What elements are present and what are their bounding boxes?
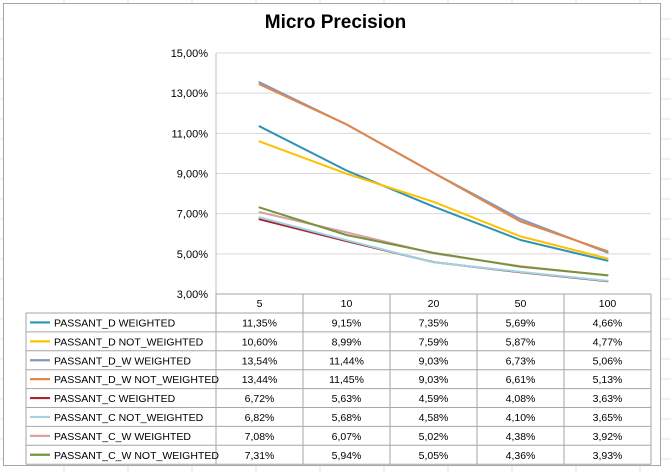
- legend-label: PASSANT_C WEIGHTED: [54, 393, 176, 405]
- data-label: 4,10%: [506, 412, 536, 424]
- data-label: 9,15%: [332, 317, 362, 329]
- legend-label: PASSANT_D NOT_WEIGHTED: [54, 336, 204, 348]
- data-label: 5,06%: [593, 355, 623, 367]
- data-label: 4,58%: [419, 412, 449, 424]
- data-label: 7,08%: [245, 431, 275, 443]
- data-label: 5,63%: [332, 393, 362, 405]
- data-label: 13,44%: [242, 374, 278, 386]
- data-label: 6,61%: [506, 374, 536, 386]
- data-label: 3,65%: [593, 412, 623, 424]
- data-label: 13,54%: [242, 355, 278, 367]
- data-label: 5,02%: [419, 431, 449, 443]
- y-tick-label: 5,00%: [177, 249, 208, 261]
- data-label: 11,44%: [329, 355, 364, 367]
- x-tick-label: 10: [341, 298, 353, 310]
- series-line: [258, 125, 609, 262]
- chart-title: Micro Precision: [264, 12, 407, 33]
- data-label: 9,03%: [419, 355, 449, 367]
- y-tick-label: 11,00%: [172, 128, 209, 140]
- legend-label: PASSANT_D_W NOT_WEIGHTED: [54, 374, 219, 386]
- data-label: 4,38%: [506, 431, 536, 443]
- x-tick-label: 100: [599, 298, 617, 310]
- legend-label: PASSANT_C_W NOT_WEIGHTED: [54, 450, 219, 462]
- data-label: 5,05%: [419, 450, 449, 462]
- data-label: 7,31%: [245, 450, 275, 462]
- series-line: [258, 218, 609, 283]
- data-label: 5,94%: [332, 450, 362, 462]
- data-label: 3,63%: [593, 393, 623, 405]
- data-label: 7,59%: [419, 336, 449, 348]
- data-label: 7,35%: [419, 317, 449, 329]
- x-tick-label: 20: [428, 298, 440, 310]
- series-line: [258, 83, 609, 253]
- data-label: 4,36%: [506, 450, 536, 462]
- data-label: 4,59%: [419, 393, 449, 405]
- legend-label: PASSANT_D_W WEIGHTED: [54, 355, 191, 367]
- legend-label: PASSANT_D WEIGHTED: [54, 317, 176, 329]
- data-label: 9,03%: [419, 374, 449, 386]
- data-label: 6,72%: [245, 393, 275, 405]
- y-tick-label: 13,00%: [171, 88, 209, 100]
- data-label: 6,73%: [506, 355, 536, 367]
- data-label: 4,77%: [593, 336, 623, 348]
- y-tick-label: 9,00%: [177, 169, 208, 181]
- series-line: [258, 140, 609, 260]
- data-label: 8,99%: [332, 336, 362, 348]
- y-tick-label: 7,00%: [177, 209, 208, 221]
- x-tick-label: 50: [515, 298, 527, 310]
- series-line: [258, 216, 609, 282]
- data-label: 5,68%: [332, 412, 362, 424]
- data-label: 4,08%: [506, 393, 536, 405]
- data-label: 5,13%: [593, 374, 623, 386]
- y-tick-label: 15,00%: [171, 48, 209, 60]
- data-label: 10,60%: [242, 336, 278, 348]
- data-label: 3,92%: [593, 431, 623, 443]
- data-label: 5,69%: [506, 317, 536, 329]
- data-label: 4,66%: [593, 317, 623, 329]
- data-label: 6,07%: [332, 431, 362, 443]
- x-tick-label: 5: [257, 298, 263, 310]
- series-line: [258, 206, 609, 277]
- series-line: [258, 211, 609, 277]
- data-label: 11,45%: [329, 374, 364, 386]
- data-label: 11,35%: [242, 317, 277, 329]
- y-tick-label: 3,00%: [177, 289, 208, 301]
- data-label: 5,87%: [506, 336, 536, 348]
- legend-label: PASSANT_C NOT_WEIGHTED: [54, 412, 204, 424]
- data-label: 3,93%: [593, 450, 623, 462]
- legend-label: PASSANT_C_W WEIGHTED: [54, 431, 191, 443]
- data-label: 6,82%: [245, 412, 275, 424]
